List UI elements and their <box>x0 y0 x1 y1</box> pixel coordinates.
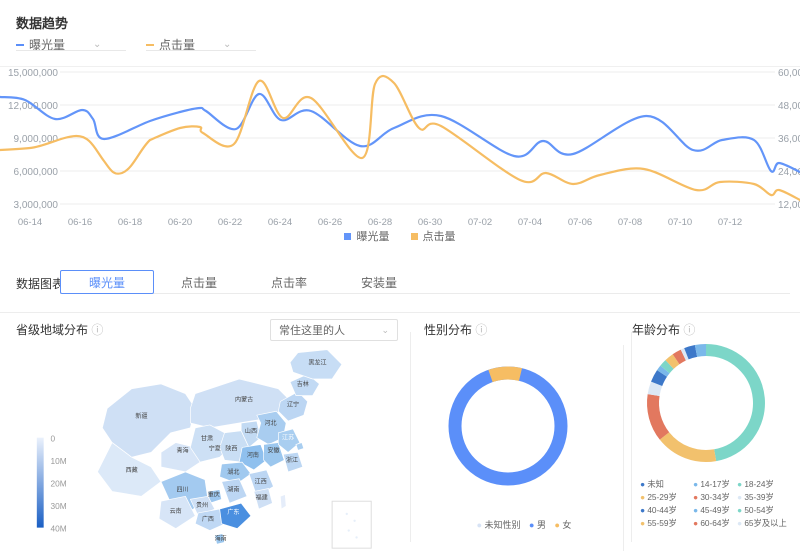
svg-text:吉林: 吉林 <box>297 380 309 388</box>
svg-text:07-08: 07-08 <box>618 217 642 228</box>
svg-text:20M: 20M <box>51 479 67 489</box>
svg-text:06-28: 06-28 <box>368 217 392 228</box>
svg-text:湖北: 湖北 <box>227 468 239 476</box>
svg-text:30M: 30M <box>51 501 67 511</box>
svg-text:40M: 40M <box>51 524 67 534</box>
svg-text:海南: 海南 <box>215 534 227 542</box>
svg-text:黑龙江: 黑龙江 <box>308 358 326 366</box>
svg-text:江西: 江西 <box>255 479 267 486</box>
svg-text:山西: 山西 <box>245 427 257 435</box>
svg-text:宁夏: 宁夏 <box>209 444 221 452</box>
svg-text:12,000,000: 12,000,000 <box>8 101 58 112</box>
svg-text:06-16: 06-16 <box>68 217 92 228</box>
svg-text:6,000,000: 6,000,000 <box>14 167 59 178</box>
svg-text:07-04: 07-04 <box>518 217 542 228</box>
svg-text:浙江: 浙江 <box>286 456 298 464</box>
svg-text:广东: 广东 <box>227 508 239 516</box>
svg-text:06-20: 06-20 <box>168 217 192 228</box>
svg-text:河南: 河南 <box>247 451 259 459</box>
svg-text:07-12: 07-12 <box>718 217 742 228</box>
svg-text:06-18: 06-18 <box>118 217 142 228</box>
svg-text:06-26: 06-26 <box>318 217 342 228</box>
svg-text:48,000: 48,000 <box>778 101 800 112</box>
svg-text:06-30: 06-30 <box>418 217 442 228</box>
svg-text:12,000: 12,000 <box>778 200 800 211</box>
svg-text:重庆: 重庆 <box>208 490 220 498</box>
svg-text:07-10: 07-10 <box>668 217 692 228</box>
svg-text:贵州: 贵州 <box>196 501 208 509</box>
svg-text:福建: 福建 <box>256 493 268 501</box>
svg-text:安徽: 安徽 <box>267 446 279 454</box>
svg-text:36,000: 36,000 <box>778 134 800 145</box>
svg-text:07-06: 07-06 <box>568 217 592 228</box>
svg-text:新疆: 新疆 <box>135 412 147 420</box>
svg-text:06-24: 06-24 <box>268 217 292 228</box>
svg-text:内蒙古: 内蒙古 <box>235 395 253 403</box>
svg-text:0: 0 <box>51 434 56 444</box>
svg-text:60,000: 60,000 <box>778 68 800 79</box>
svg-text:06-14: 06-14 <box>18 217 42 228</box>
svg-text:西藏: 西藏 <box>126 466 138 474</box>
svg-text:06-22: 06-22 <box>218 217 242 228</box>
svg-text:10M: 10M <box>51 456 67 466</box>
svg-text:15,000,000: 15,000,000 <box>8 68 58 79</box>
svg-text:3,000,000: 3,000,000 <box>14 200 59 211</box>
svg-text:24,000: 24,000 <box>778 167 800 178</box>
svg-text:广西: 广西 <box>202 515 214 523</box>
svg-text:河北: 河北 <box>264 419 276 427</box>
svg-text:江苏: 江苏 <box>282 434 294 442</box>
svg-text:青海: 青海 <box>176 446 188 454</box>
svg-text:甘肃: 甘肃 <box>201 435 213 443</box>
svg-text:四川: 四川 <box>176 486 188 493</box>
svg-text:辽宁: 辽宁 <box>287 400 299 408</box>
svg-text:湖南: 湖南 <box>227 485 239 493</box>
svg-text:07-02: 07-02 <box>468 217 492 228</box>
svg-text:陕西: 陕西 <box>225 444 237 452</box>
svg-text:云南: 云南 <box>170 507 182 515</box>
